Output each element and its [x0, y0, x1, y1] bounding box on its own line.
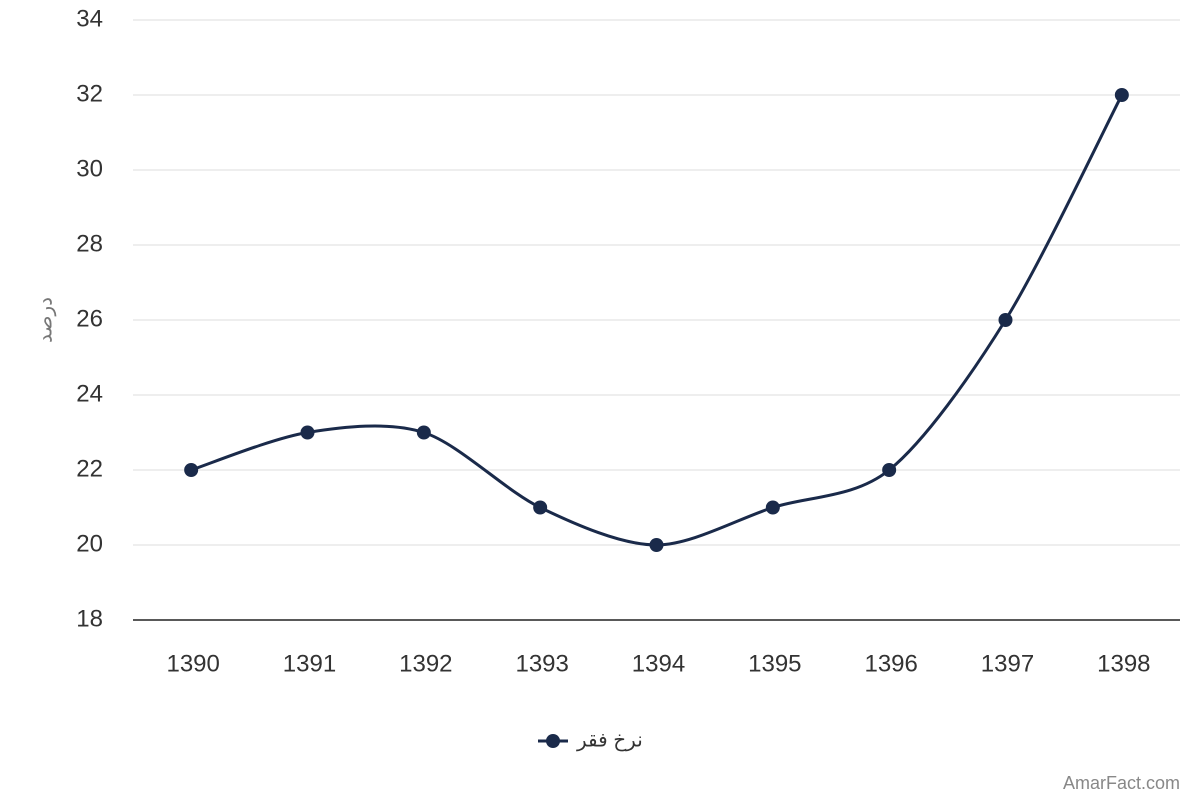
y-axis-label: درصد [34, 297, 56, 343]
y-tick-label: 18 [76, 605, 103, 632]
x-tick-label: 1393 [515, 650, 568, 677]
y-tick-label: 22 [76, 455, 103, 482]
point [765, 500, 780, 515]
y-tick-label: 26 [76, 305, 103, 332]
point [882, 463, 897, 477]
point [416, 425, 431, 440]
y-tick-label: 28 [76, 230, 103, 257]
y-tick-label: 34 [76, 5, 103, 32]
legend-label: نرخ فقر [576, 729, 643, 751]
point [184, 463, 199, 477]
y-tick-label: 24 [76, 380, 103, 407]
point [533, 500, 548, 515]
point [649, 538, 664, 552]
y-tick-label: 32 [76, 80, 103, 107]
point [300, 425, 315, 440]
x-tick-label: 1398 [1097, 650, 1150, 677]
x-tick-label: 1396 [864, 650, 917, 677]
x-tick-label: 1391 [283, 650, 336, 677]
x-tick-label: 1394 [632, 650, 685, 677]
point [1114, 88, 1129, 102]
y-tick-label: 20 [76, 530, 103, 557]
x-tick-label: 1397 [981, 650, 1034, 677]
line [190, 94, 1124, 547]
watermark: AmarFact.com [1063, 773, 1180, 793]
legend-marker [546, 734, 560, 748]
y-tick-label: 30 [76, 155, 103, 182]
x-tick-label: 1395 [748, 650, 801, 677]
x-tick-label: 1390 [166, 650, 219, 677]
point [998, 313, 1013, 327]
x-tick-label: 1392 [399, 650, 452, 677]
